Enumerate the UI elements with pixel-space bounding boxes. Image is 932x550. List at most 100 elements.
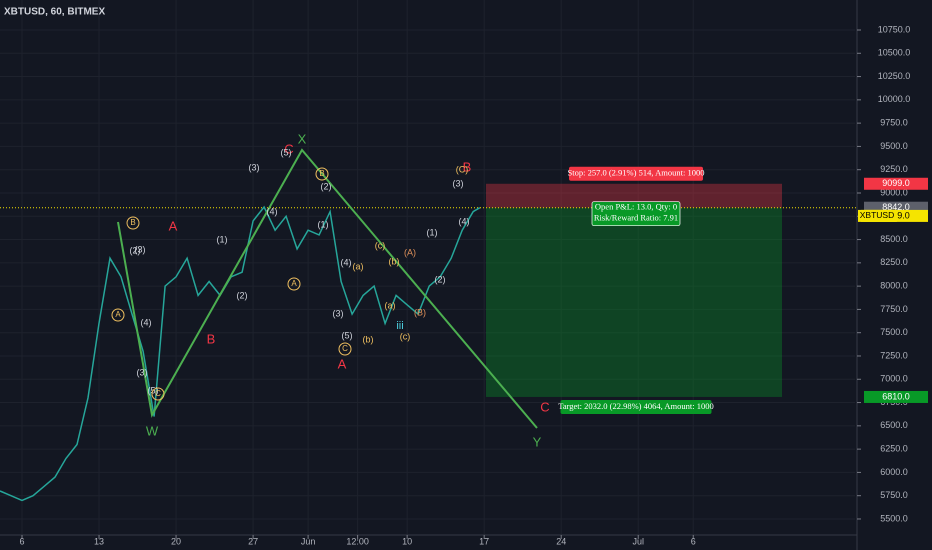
- wave-label: A: [291, 279, 297, 288]
- y-tick-label: 9750.0: [880, 118, 908, 128]
- wave-label: (1): [217, 234, 228, 244]
- stop-label-box: [569, 166, 703, 181]
- wave-label: A: [338, 356, 347, 371]
- y-tick-label: 7750.0: [880, 304, 908, 314]
- x-tick-label: 6: [19, 536, 24, 546]
- wave-label: (3): [333, 308, 344, 318]
- y-tick-label: 9250.0: [880, 164, 908, 174]
- y-tick-label: 8250.0: [880, 257, 908, 267]
- y-tick-label: 6000.0: [880, 467, 908, 477]
- stop-price: 9099.0: [882, 178, 910, 188]
- y-tick-label: 9500.0: [880, 141, 908, 151]
- wave-label: (3): [137, 367, 148, 377]
- price-line: [0, 205, 481, 502]
- y-tick-label: 10250.0: [878, 71, 911, 81]
- x-tick-label: 13: [94, 536, 104, 546]
- y-tick-label: 8500.0: [880, 234, 908, 244]
- x-tick-label: 27: [248, 536, 258, 546]
- wave-label: C: [540, 399, 549, 414]
- y-tick-label: 8000.0: [880, 281, 908, 291]
- wave-label: (4): [141, 317, 152, 327]
- entry-price: 8842.0: [882, 202, 910, 212]
- y-tick-label: 10000.0: [878, 94, 911, 104]
- annotations: XYWABCACB(3)(4)(1)(2)(5)(1)(2)(3)(4)(5)(…: [111, 131, 550, 449]
- wave-label: B: [463, 159, 472, 174]
- wave-circle: [111, 308, 125, 322]
- ratio-label: Risk/Reward Ratio: 7.91: [594, 213, 678, 223]
- chart-title: XBTUSD, 60, BITMEX: [4, 7, 105, 18]
- wave-label: (B): [414, 307, 426, 317]
- x-tick-label: Jun: [301, 536, 316, 546]
- x-tick-label: 10: [402, 536, 412, 546]
- wave-label: Y: [533, 434, 542, 449]
- y-tick-label: 10750.0: [878, 24, 911, 34]
- wave-label: (C): [456, 164, 469, 174]
- wave-label: (1): [318, 219, 329, 229]
- wave-label: (4): [341, 257, 352, 267]
- stop-zone: [486, 183, 782, 208]
- x-tick-label: 12:00: [346, 536, 369, 546]
- y-tick-label: 10500.0: [878, 48, 911, 58]
- target-price-tag: [864, 390, 928, 403]
- wave-label: (2): [237, 290, 248, 300]
- wave-label: (c): [375, 240, 386, 250]
- wave-label: (3): [135, 244, 146, 254]
- stop-price-tag: [864, 177, 928, 190]
- y-tick-label: 7500.0: [880, 327, 908, 337]
- wave-circle: [151, 387, 165, 401]
- y-tick-label: 6500.0: [880, 420, 908, 430]
- target-label-box: [560, 399, 712, 414]
- target-zone: [486, 207, 782, 397]
- wave-label: (4): [459, 216, 470, 226]
- wave-label: X: [298, 131, 307, 146]
- wave-label: A: [115, 310, 121, 319]
- wave-label: C: [342, 344, 348, 353]
- wave-circle: [126, 216, 140, 230]
- wave-label: C: [155, 389, 161, 398]
- wave-label: (c): [400, 331, 411, 341]
- y-tick-label: 7000.0: [880, 374, 908, 384]
- position-box: Stop: 257.0 (2.91%) 514, Amount: 1000 Ope…: [0, 166, 857, 414]
- symbol-tag-left: [858, 209, 896, 222]
- y-tick-label: 9000.0: [880, 187, 908, 197]
- wave-label: B: [207, 331, 216, 346]
- stop-label: Stop: 257.0 (2.91%) 514, Amount: 1000: [568, 168, 705, 178]
- target-label: Target: 2032.0 (22.98%) 4064, Amount: 10…: [558, 401, 714, 411]
- wave-label: (4): [267, 206, 278, 216]
- price-line: [0, 205, 481, 502]
- wave-circle: [287, 277, 301, 291]
- pnl-label: Open P&L: 13.0, Qty: 0: [595, 202, 677, 212]
- wave-label: B: [130, 218, 135, 227]
- wave-label: (a): [385, 300, 396, 310]
- info-box: [591, 201, 681, 227]
- wave-label: (1): [427, 227, 438, 237]
- wave-label: (2): [321, 181, 332, 191]
- x-tick-label: 20: [171, 536, 181, 546]
- symbol-label: XBTUSD: [860, 210, 894, 220]
- wave-label: (3): [453, 178, 464, 188]
- wave-label: C: [284, 141, 293, 156]
- wave-label: B: [319, 169, 324, 178]
- x-tick-label: 24: [556, 536, 566, 546]
- wave-label: (5): [281, 147, 292, 157]
- wave-label: iii: [396, 320, 403, 332]
- y-tick-label: 5500.0: [880, 513, 908, 523]
- y-tick-label: 5750.0: [880, 490, 908, 500]
- grid: [0, 0, 855, 535]
- x-tick-label: Jul: [632, 536, 644, 546]
- wave-label: (b): [363, 334, 374, 344]
- wave-circle: [315, 167, 329, 181]
- wave-label: (3): [249, 162, 260, 172]
- wave-circle: [338, 342, 352, 356]
- wave-line: [117, 148, 538, 429]
- y-tick-label: 7250.0: [880, 350, 908, 360]
- y-tick-label: 6250.0: [880, 443, 908, 453]
- wave-label: (A): [404, 247, 416, 257]
- wave-label: (2): [435, 274, 446, 284]
- wave-label: A: [169, 218, 178, 233]
- wave-label: (2): [130, 245, 141, 255]
- x-tick-label: 6: [691, 536, 696, 546]
- wave-label: W: [146, 423, 159, 438]
